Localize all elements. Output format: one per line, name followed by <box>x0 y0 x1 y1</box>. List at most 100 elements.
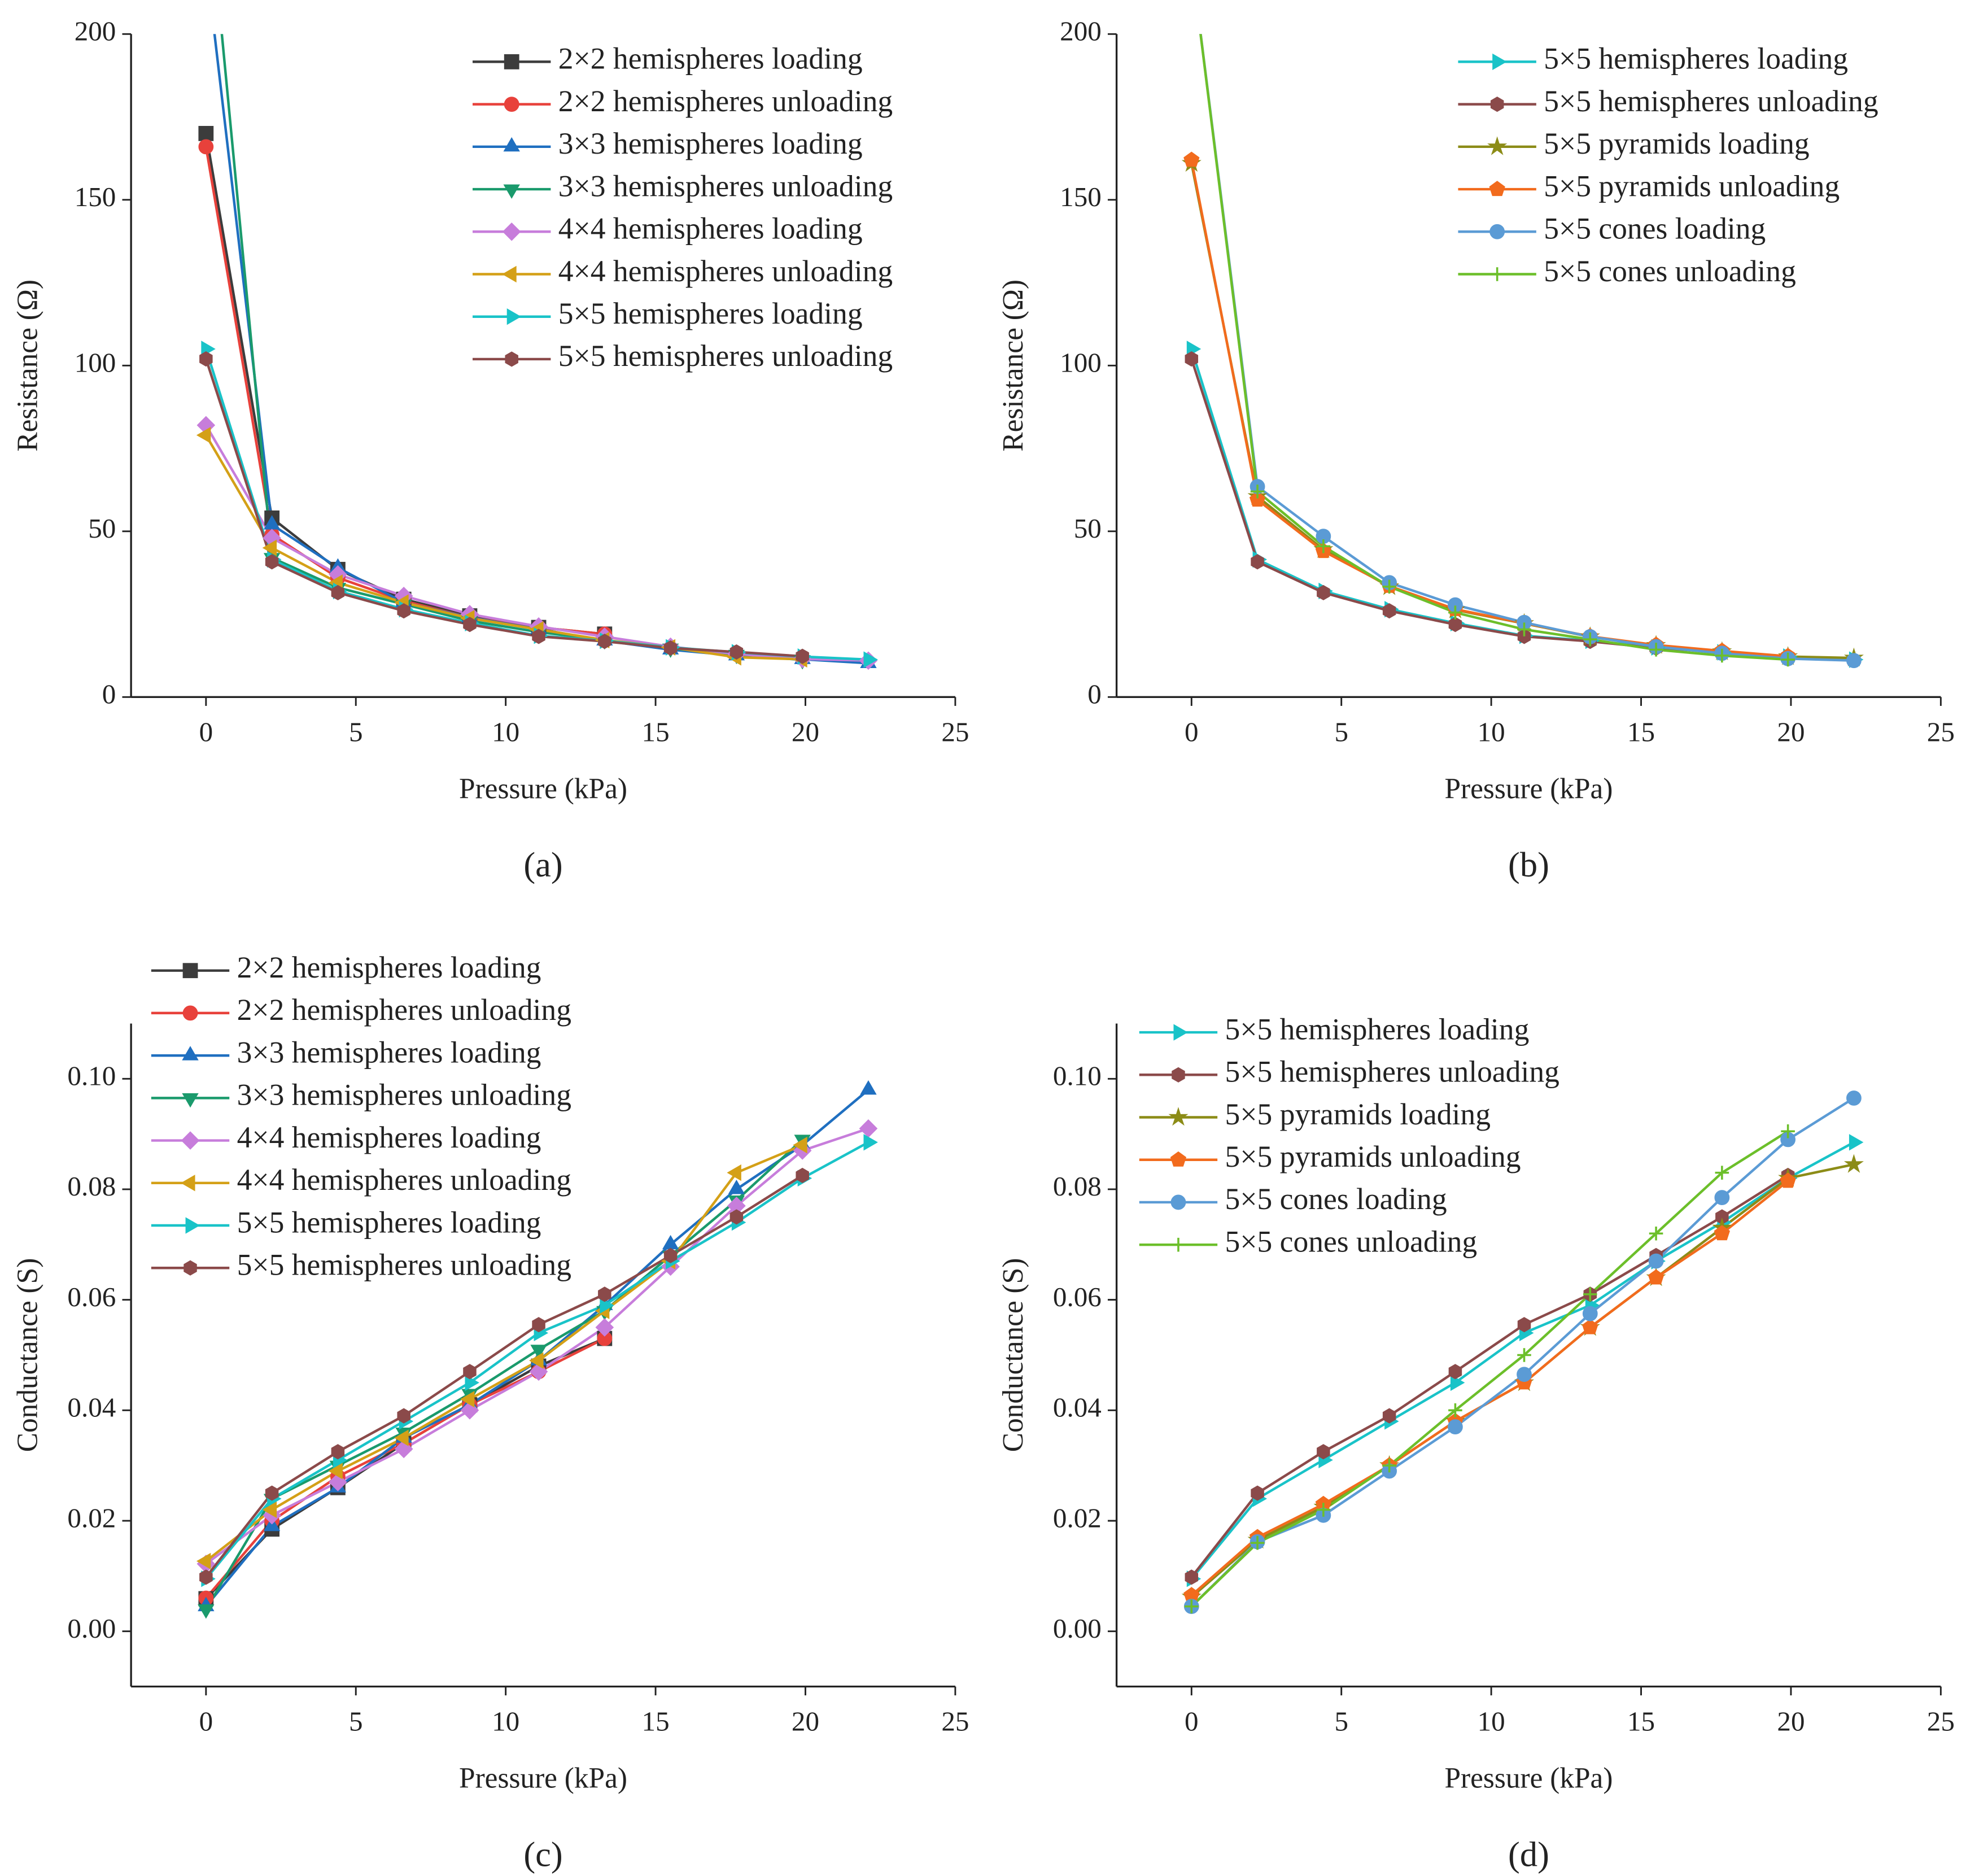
marker <box>530 1345 547 1359</box>
marker <box>796 1167 809 1184</box>
legend-label: 5×5 hemispheres unloading <box>237 1248 571 1282</box>
marker <box>663 640 678 656</box>
series-line <box>1190 358 1788 658</box>
x-tick-label: 5 <box>349 1706 363 1737</box>
marker <box>1251 554 1264 570</box>
legend-label: 3×3 hemispheres unloading <box>558 169 893 203</box>
plot-area <box>196 34 878 670</box>
series-line <box>204 1138 803 1610</box>
marker <box>1517 622 1531 636</box>
legend-label: 5×5 hemispheres loading <box>237 1205 541 1239</box>
legend-marker <box>502 265 517 283</box>
marker <box>859 1119 878 1138</box>
marker <box>1448 1419 1463 1435</box>
legend-label: 5×5 hemispheres unloading <box>1544 84 1878 118</box>
marker <box>1649 1226 1663 1241</box>
marker <box>465 1374 479 1391</box>
marker <box>1843 1154 1864 1173</box>
panel-label: (a) <box>523 845 562 884</box>
marker <box>463 1364 477 1380</box>
x-tick-label: 10 <box>1478 1706 1505 1737</box>
marker <box>729 644 744 660</box>
legend-label: 3×3 hemispheres loading <box>558 126 863 160</box>
panel-label: (c) <box>523 1834 562 1874</box>
y-axis-label: Conductance (S) <box>11 1258 43 1452</box>
x-tick-label: 25 <box>941 717 969 748</box>
marker <box>1517 1317 1531 1333</box>
marker <box>727 1164 741 1181</box>
marker <box>1781 652 1795 667</box>
legend-marker <box>182 1046 199 1061</box>
marker <box>1185 1599 1199 1613</box>
legend-marker <box>502 222 521 241</box>
series-line <box>205 1337 605 1600</box>
y-tick-label: 150 <box>75 181 116 212</box>
marker <box>1316 1503 1331 1517</box>
legend-marker <box>185 1217 200 1234</box>
marker <box>1517 1348 1531 1362</box>
marker <box>1648 1253 1664 1269</box>
y-axis-label: Resistance (Ω) <box>997 280 1029 452</box>
y-tick-label: 0.04 <box>1053 1392 1102 1423</box>
legend-marker <box>1489 224 1505 239</box>
marker <box>1382 1408 1396 1424</box>
legend-marker <box>1170 1151 1187 1167</box>
marker <box>1448 617 1462 632</box>
marker <box>196 426 211 444</box>
x-tick-label: 5 <box>1334 1706 1348 1737</box>
y-tick-label: 0.10 <box>67 1061 116 1092</box>
series-line <box>1190 348 1854 661</box>
marker <box>595 1318 614 1337</box>
legend-label: 4×4 hemispheres unloading <box>558 254 893 288</box>
series-line <box>204 434 803 661</box>
y-tick-label: 0.10 <box>1053 1061 1102 1092</box>
legend-label: 2×2 hemispheres loading <box>237 950 541 984</box>
marker <box>199 1569 213 1585</box>
y-tick-label: 200 <box>1060 16 1102 47</box>
marker <box>1780 1172 1796 1188</box>
marker <box>1448 605 1462 619</box>
marker <box>863 1134 878 1151</box>
marker <box>1250 485 1265 499</box>
legend-marker <box>1168 1107 1189 1126</box>
x-tick-label: 10 <box>492 717 519 748</box>
marker <box>262 539 277 556</box>
marker <box>1649 643 1663 657</box>
y-axis-label: Resistance (Ω) <box>11 280 43 452</box>
marker <box>1846 653 1862 669</box>
x-tick-label: 25 <box>1927 717 1955 748</box>
marker <box>1185 1569 1199 1585</box>
legend-label: 5×5 cones loading <box>1544 212 1766 246</box>
marker <box>199 351 213 367</box>
legend-label: 3×3 hemispheres unloading <box>237 1078 571 1112</box>
legend-marker <box>503 137 520 152</box>
x-tick-label: 0 <box>1185 717 1199 748</box>
marker <box>265 1485 279 1501</box>
marker <box>198 1604 215 1619</box>
series-line <box>1190 159 1788 658</box>
marker <box>1714 1190 1730 1206</box>
marker <box>1648 1269 1664 1285</box>
marker <box>1582 1306 1598 1321</box>
y-tick-label: 0 <box>1087 679 1102 710</box>
legend-marker <box>1489 181 1505 197</box>
legend-marker <box>505 351 518 367</box>
marker <box>331 1444 345 1460</box>
plot-area <box>1181 1090 1864 1615</box>
y-tick-label: 100 <box>75 347 116 378</box>
y-tick-label: 0.08 <box>67 1171 116 1202</box>
plot-area <box>196 1080 878 1619</box>
marker <box>1317 1444 1330 1460</box>
y-tick-label: 0 <box>102 679 116 710</box>
legend-label: 4×4 hemispheres unloading <box>237 1163 571 1197</box>
marker <box>328 1463 343 1480</box>
legend-marker <box>506 308 522 325</box>
marker <box>598 1286 611 1302</box>
marker <box>1251 1485 1264 1501</box>
x-tick-label: 5 <box>1334 717 1348 748</box>
x-tick-label: 20 <box>1777 717 1805 748</box>
series-line <box>204 348 869 661</box>
x-tick-label: 0 <box>199 717 213 748</box>
legend-label: 5×5 pyramids loading <box>1544 126 1809 160</box>
